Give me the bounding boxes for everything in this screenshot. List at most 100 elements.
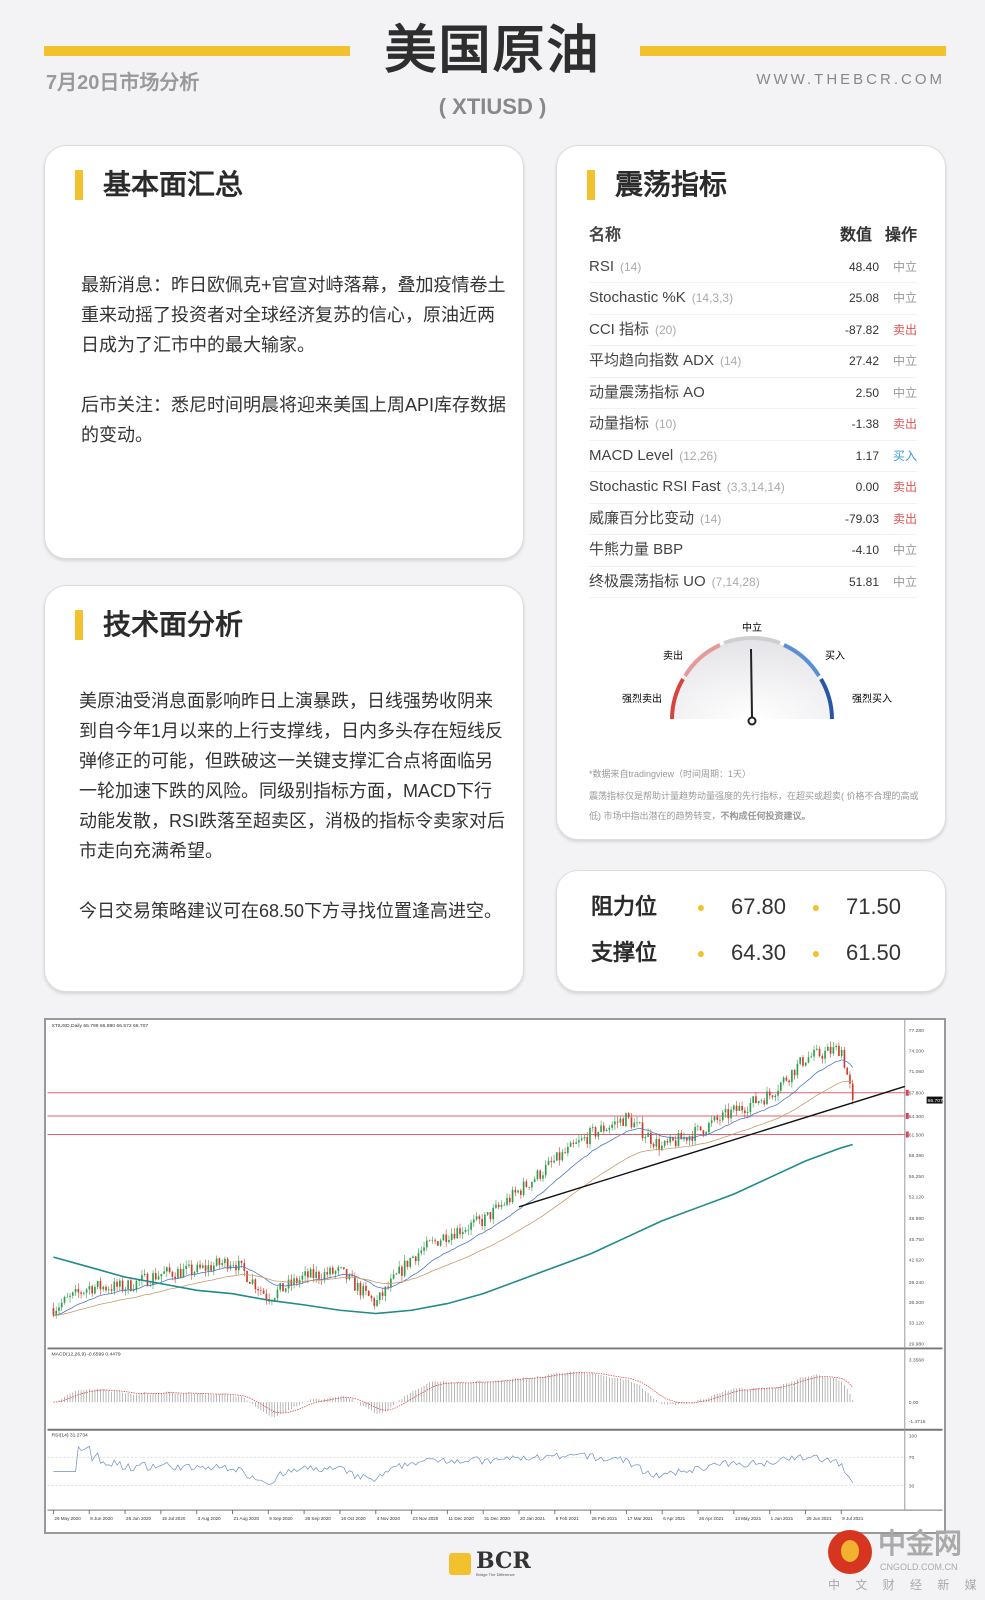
- candle: [218, 1258, 221, 1265]
- gauge-strong-sell: 强烈卖出: [622, 692, 662, 705]
- oscillator-row: 威廉百分比变动 (14) -79.03 卖出: [589, 504, 917, 535]
- oscillator-row: 动量震荡指标 AO 2.50 中立: [589, 378, 917, 409]
- candle: [473, 1219, 475, 1223]
- candle: [849, 1074, 851, 1084]
- candle: [467, 1229, 470, 1231]
- candle: [66, 1296, 69, 1298]
- candle: [387, 1286, 389, 1288]
- candle: [210, 1265, 212, 1271]
- resistance-row: 阻力位 ● 67.80 ● 71.50: [591, 893, 915, 921]
- oscillator-row: Stochastic RSI Fast (3,3,14,14) 0.00 卖出: [589, 472, 917, 504]
- candle: [550, 1160, 553, 1163]
- gauge-buy: 买入: [825, 650, 845, 662]
- candle: [755, 1096, 757, 1104]
- candle: [431, 1240, 434, 1242]
- candle: [697, 1126, 699, 1127]
- level-tag: [905, 1112, 909, 1119]
- candle: [340, 1267, 342, 1268]
- candle: [619, 1118, 622, 1123]
- date-tick: 9 Jul 2021: [842, 1516, 863, 1521]
- oscillator-row: 牛熊力量 BBP -4.10 中立: [589, 535, 917, 567]
- oscillator-row: RSI (14) 48.40 中立: [589, 252, 917, 283]
- candle: [589, 1128, 591, 1144]
- candle: [182, 1268, 185, 1278]
- candle: [412, 1256, 414, 1259]
- candle: [567, 1146, 569, 1153]
- candle: [356, 1282, 359, 1291]
- date-tick: 23 Nov 2020: [413, 1516, 439, 1521]
- candle: [456, 1228, 459, 1239]
- candle: [160, 1273, 163, 1277]
- gauge-neutral: 中立: [742, 621, 762, 634]
- candle: [246, 1270, 248, 1283]
- price-tick: 48.890: [909, 1216, 924, 1222]
- candle: [614, 1121, 616, 1125]
- candle: [827, 1046, 829, 1051]
- candle: [638, 1122, 641, 1123]
- gauge-sell: 卖出: [663, 649, 683, 662]
- current-price: 66.707: [928, 1098, 943, 1104]
- candle: [600, 1125, 602, 1132]
- candle: [738, 1105, 741, 1111]
- date-tick: 6 Apr 2021: [663, 1516, 685, 1521]
- candle: [746, 1112, 749, 1114]
- candle: [425, 1240, 428, 1248]
- support-row: 支撑位 ● 64.30 ● 61.50: [591, 939, 915, 967]
- macd-label: MACD(12,26,9) -0.6599 0.4479: [51, 1351, 120, 1357]
- candle: [561, 1152, 564, 1161]
- candle: [630, 1117, 633, 1128]
- indicator-action: 买入: [892, 448, 917, 463]
- candle: [152, 1273, 154, 1285]
- rsi-line: [53, 1445, 854, 1485]
- candle: [793, 1069, 796, 1076]
- candle: [251, 1279, 254, 1284]
- indicator-name: Stochastic RSI Fast (3,3,14,14): [589, 478, 785, 496]
- indicator-value: -1.38: [851, 417, 879, 432]
- indicator-action: 中立: [892, 259, 917, 274]
- indicator-name: 平均趋向指数 ADX (14): [589, 352, 742, 370]
- candle: [143, 1273, 146, 1276]
- website[interactable]: WWW.THEBCR.COM: [756, 71, 945, 88]
- candle: [694, 1126, 696, 1141]
- candle: [439, 1240, 442, 1246]
- candle: [666, 1140, 669, 1143]
- price-tick: 74.200: [909, 1048, 924, 1054]
- date-tick: 29 Jun 2021: [806, 1516, 832, 1521]
- cngold-logo: 中金网 CNGOLD.COM.CN 中 文 财 经 新 媒 体: [828, 1527, 985, 1592]
- candle: [484, 1214, 486, 1227]
- candle: [796, 1063, 799, 1076]
- candle: [121, 1280, 124, 1291]
- candle: [196, 1264, 199, 1273]
- candle: [248, 1282, 251, 1284]
- price-tick: 67.800: [909, 1091, 924, 1097]
- candle: [713, 1116, 716, 1121]
- candle: [461, 1231, 464, 1235]
- candle: [832, 1047, 835, 1054]
- candle: [744, 1110, 746, 1114]
- ma-long-line: [53, 1143, 853, 1315]
- date-tick: 28 Sep 2020: [305, 1516, 331, 1521]
- indicator-value: 1.17: [855, 448, 879, 463]
- candle: [760, 1100, 763, 1102]
- candle: [625, 1113, 627, 1126]
- candle: [672, 1137, 674, 1141]
- candle: [141, 1275, 143, 1281]
- candle: [323, 1272, 326, 1281]
- candle: [130, 1280, 132, 1291]
- indicator-name: Stochastic %K (14,3,3): [589, 289, 734, 307]
- level-tag: [905, 1131, 909, 1138]
- candle: [199, 1264, 201, 1268]
- candle: [276, 1289, 279, 1299]
- macd-tick: -1.4716: [909, 1419, 926, 1425]
- candle: [788, 1080, 790, 1083]
- date-tick: 4 Nov 2020: [377, 1516, 401, 1521]
- date-tick: 11 Dec 2020: [448, 1516, 474, 1521]
- candle: [132, 1289, 135, 1291]
- candle: [284, 1288, 287, 1292]
- indicator-value: 25.08: [848, 291, 879, 306]
- data-source-note: *数据来自tradingview（时间周期：1天）: [589, 769, 752, 779]
- candle: [107, 1289, 110, 1291]
- indicator-action: 中立: [892, 291, 917, 306]
- levels-card: 阻力位 ● 67.80 ● 71.50 支撑位 ● 64.30 ● 61.50: [556, 870, 946, 992]
- candle: [824, 1050, 826, 1059]
